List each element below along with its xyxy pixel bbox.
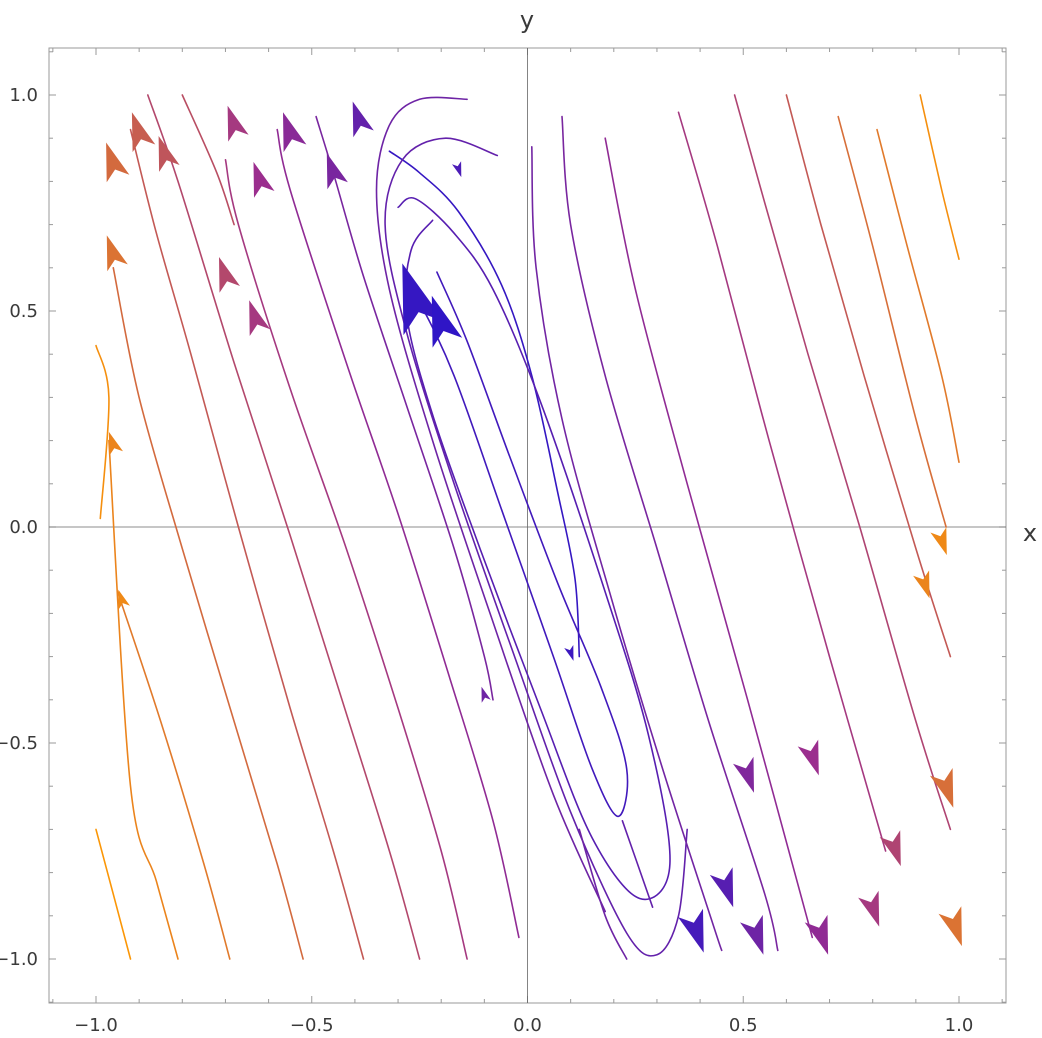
streamline <box>405 271 629 818</box>
x-tick-label: 1.0 <box>945 1015 974 1036</box>
streamline <box>95 344 110 520</box>
streamline <box>837 115 947 528</box>
streamline <box>276 128 520 939</box>
stream-arrow <box>733 756 754 793</box>
stream-arrow <box>804 914 829 955</box>
streamline <box>112 267 304 960</box>
stream-arrow <box>797 739 819 776</box>
streamlines <box>95 94 960 960</box>
y-tick-label: 0.5 <box>9 301 38 322</box>
x-tick-label: −0.5 <box>290 1015 334 1036</box>
stream-arrow <box>930 527 947 556</box>
streamline <box>384 137 688 957</box>
stream-arrow <box>108 431 123 456</box>
stream-arrow <box>564 645 574 661</box>
streamline <box>181 94 235 226</box>
stream-arrow <box>938 906 962 947</box>
stream-arrow <box>678 908 704 953</box>
x-axis-label: x <box>1023 519 1037 547</box>
stream-arrow <box>106 142 130 183</box>
streamline <box>95 828 132 960</box>
streamline <box>147 94 421 960</box>
stream-arrow <box>131 112 156 153</box>
stream-arrow <box>913 570 930 599</box>
stream-arrow <box>118 589 130 610</box>
streamline <box>604 137 814 939</box>
stream-arrow <box>253 161 275 198</box>
stream-arrows <box>106 101 962 955</box>
stream-arrow <box>929 768 954 808</box>
streamline <box>578 828 628 960</box>
stream-arrow <box>283 112 307 153</box>
stream-arrow <box>326 153 348 190</box>
streamline <box>677 111 887 852</box>
streamline <box>561 115 779 952</box>
streamline <box>315 115 494 701</box>
streamline <box>621 820 654 908</box>
stream-arrow <box>352 101 374 138</box>
y-tick-label: 0.0 <box>9 517 38 538</box>
x-tick-label: 0.5 <box>729 1015 758 1036</box>
streamline <box>531 146 723 952</box>
tick-labels: −1.0 −0.5 0.0 0.5 1.0 −1.0 −0.5 0.0 0.5 1.0 <box>0 85 973 1036</box>
stream-arrow <box>858 890 880 927</box>
y-axis-label: y <box>520 6 534 34</box>
streamline <box>375 96 606 913</box>
stream-arrow <box>249 300 271 336</box>
streamline <box>224 159 468 960</box>
stream-arrow <box>740 914 764 955</box>
y-tick-label: −0.5 <box>0 733 38 754</box>
stream-arrow <box>709 867 734 908</box>
streamline <box>108 439 179 960</box>
y-tick-label: −1.0 <box>0 949 38 970</box>
streamline <box>116 591 231 960</box>
streamline <box>129 128 365 960</box>
x-tick-label: −1.0 <box>74 1015 118 1036</box>
streamline <box>397 196 671 901</box>
streamline <box>785 94 952 658</box>
stream-arrow <box>219 257 240 293</box>
stream-arrow <box>227 105 249 142</box>
stream-arrow <box>431 295 463 348</box>
y-tick-label: 1.0 <box>9 85 38 106</box>
streamline <box>919 94 960 260</box>
x-tick-label: 0.0 <box>513 1015 542 1036</box>
stream-arrow <box>452 161 462 178</box>
axes <box>49 48 1006 1003</box>
streamline <box>388 150 581 658</box>
stream-arrow <box>106 235 128 272</box>
streamline <box>733 94 952 831</box>
streamline <box>876 128 960 463</box>
stream-arrow <box>879 830 901 867</box>
frame-ticks <box>49 48 1006 1003</box>
stream-arrow <box>158 136 180 172</box>
stream-arrow <box>481 686 491 703</box>
